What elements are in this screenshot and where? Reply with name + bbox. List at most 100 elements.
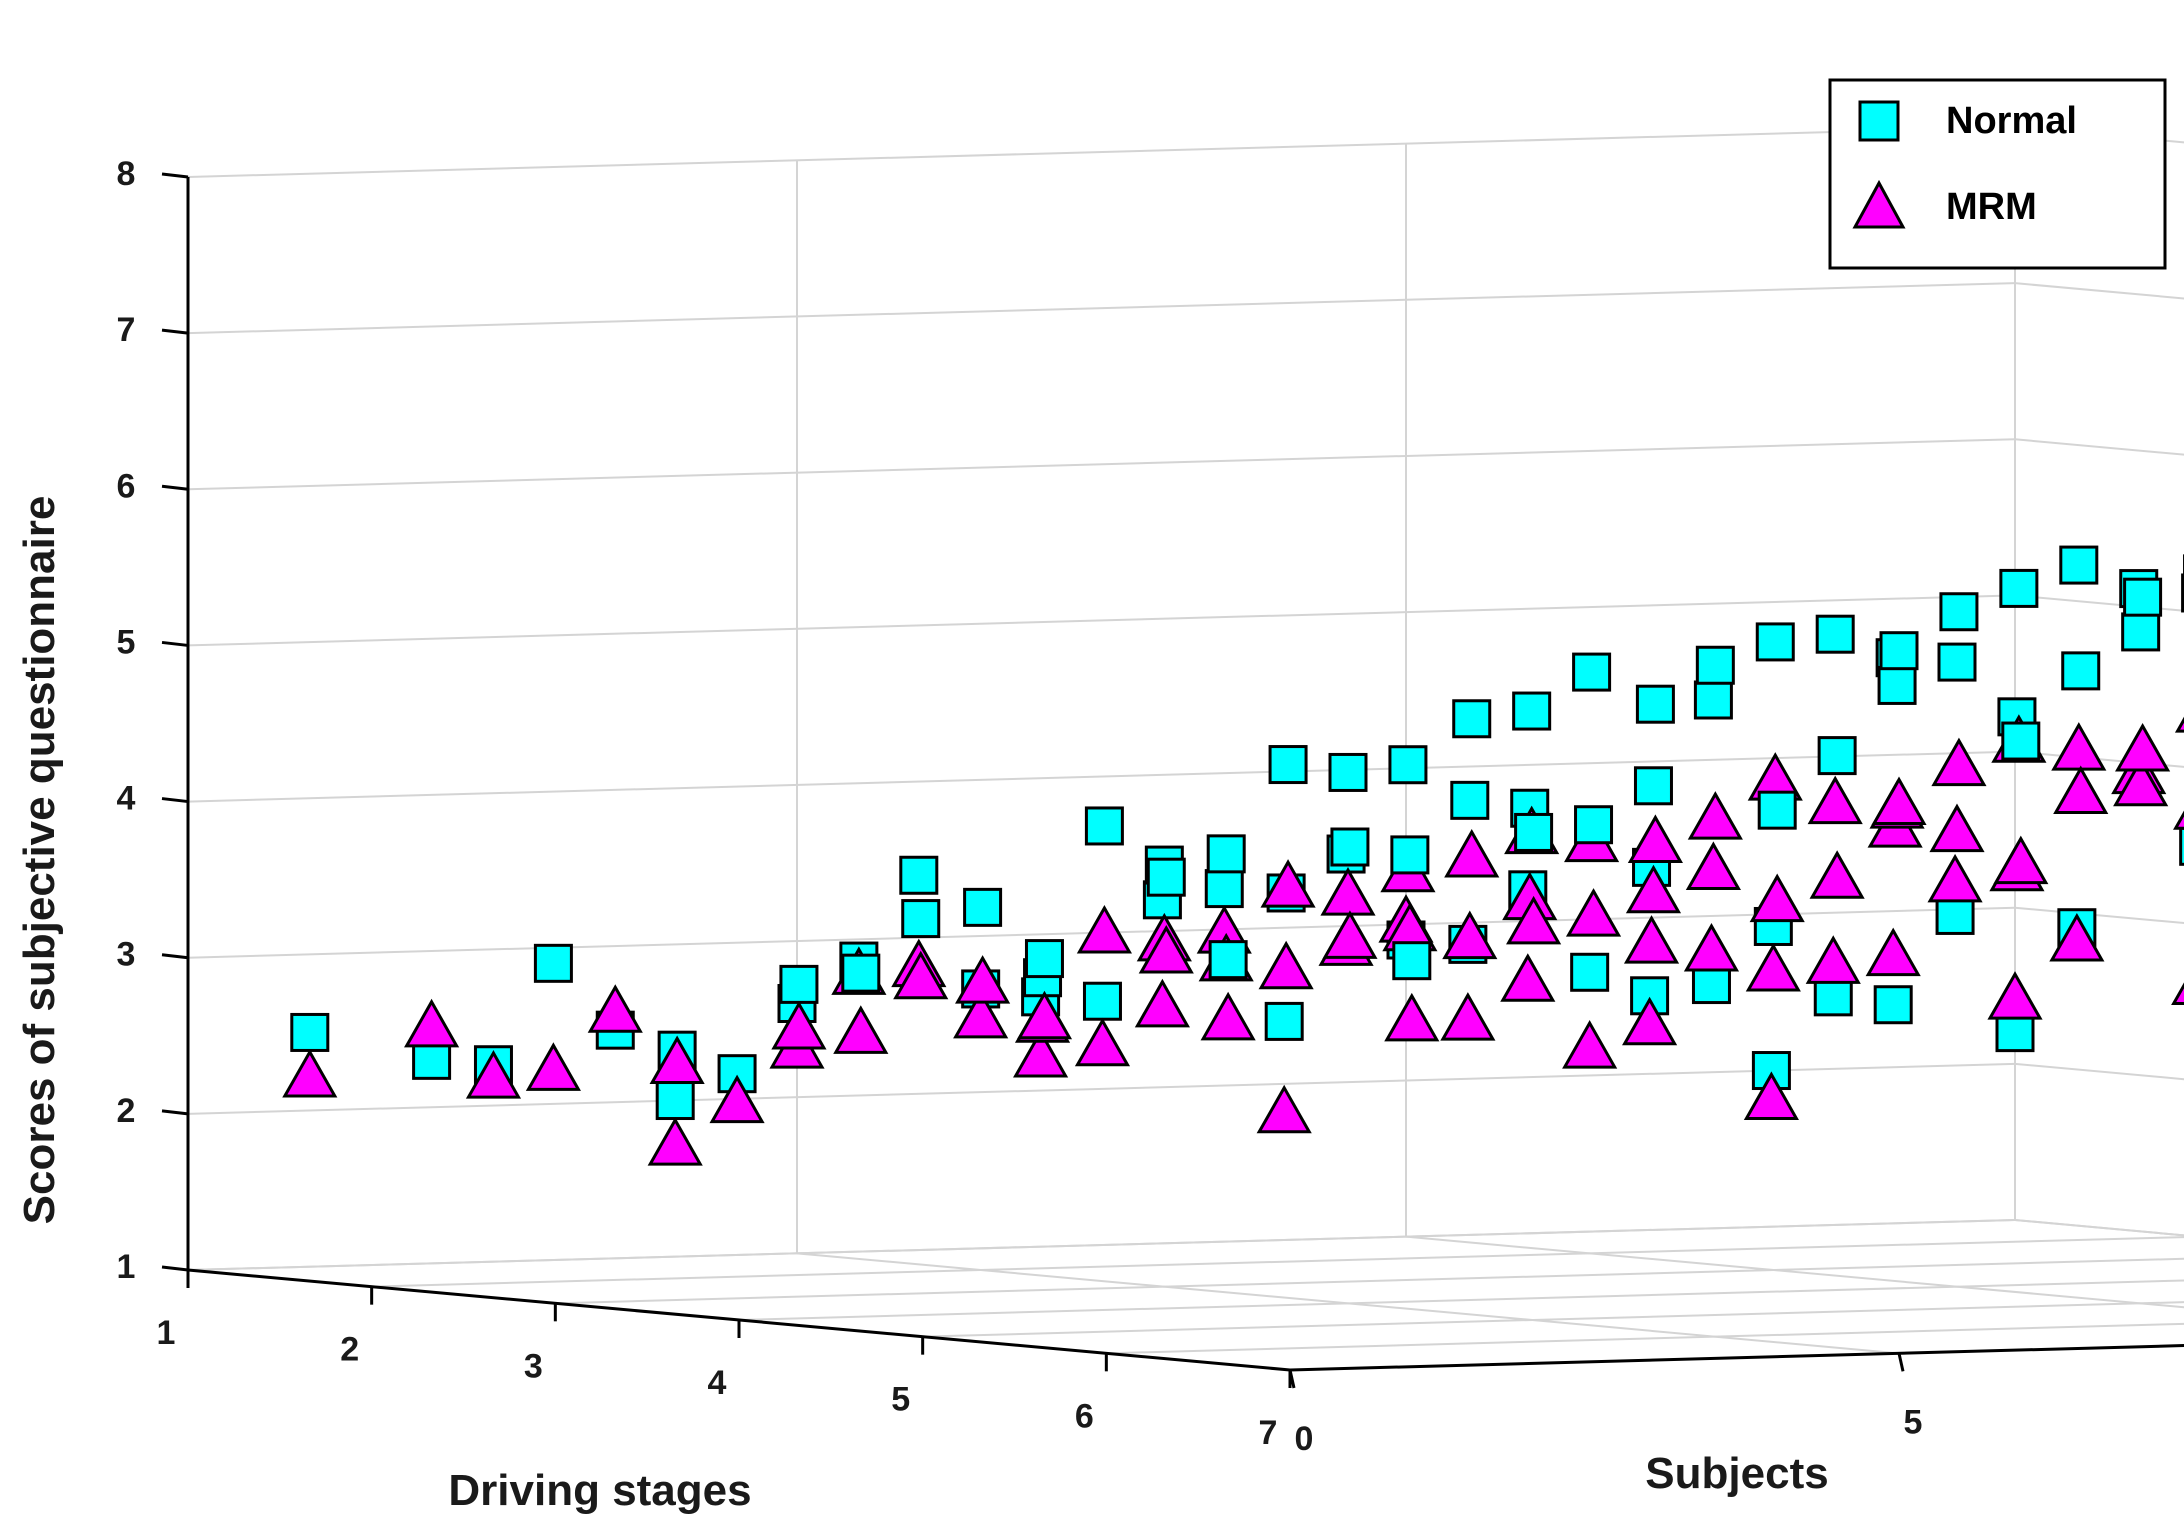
floor-grid-line (738, 1279, 2184, 1321)
mrm-point (2053, 765, 2109, 815)
mrm-point (1623, 915, 1680, 964)
z-tick-label: 1 (117, 1248, 136, 1286)
normal-point (1082, 981, 1122, 1021)
normal-point (533, 943, 573, 983)
mrm-point (1442, 910, 1498, 960)
wall-grid-line (2014, 282, 2184, 300)
normal-point (1452, 699, 1492, 739)
normal-point (901, 899, 941, 939)
normal-point (1755, 622, 1795, 662)
mrm-point (955, 955, 1011, 1004)
normal-point (2121, 612, 2161, 652)
mrm-point (647, 1117, 703, 1166)
normal-point (1695, 645, 1735, 685)
mrm-point (1256, 1084, 1312, 1134)
normal-point (1208, 940, 1248, 980)
z-tick-label: 2 (117, 1092, 136, 1130)
normal-point (290, 1012, 330, 1052)
wall-grid-line (187, 594, 2016, 647)
mrm-point (1322, 910, 1378, 959)
mrm-point (525, 1042, 581, 1091)
normal-point (1937, 642, 1977, 682)
x-tick-label: 1 (157, 1314, 176, 1352)
mrm-point (953, 989, 1009, 1039)
normal-point (1815, 614, 1855, 654)
mrm-point (1622, 996, 1678, 1046)
axes-layer (161, 172, 2184, 1389)
mrm-point (1683, 923, 1740, 972)
normal-point (1877, 665, 1917, 705)
normal-point (1879, 631, 1919, 671)
normal-point (1024, 939, 1064, 979)
mrm-point (1927, 853, 1983, 903)
mrm-point (1013, 1028, 1069, 1078)
mrm-point (1074, 1017, 1131, 1067)
normal-point (2123, 577, 2163, 617)
wall-grid-line (187, 438, 2016, 491)
x-tick-label: 3 (524, 1347, 543, 1385)
normal-point (1999, 568, 2039, 608)
z-tick (161, 953, 189, 960)
normal-point (1390, 835, 1430, 875)
y-tick (1288, 1369, 1296, 1389)
normal-point (1813, 977, 1853, 1017)
normal-point (2001, 721, 2041, 761)
z-tick (161, 640, 189, 647)
mrm-point (2113, 757, 2169, 807)
x-tick-label: 2 (340, 1331, 359, 1369)
x-tick-label: 5 (891, 1381, 910, 1419)
z-tick-label: 6 (117, 467, 136, 505)
floor-grid-line (555, 1257, 2184, 1305)
z-tick-label: 7 (117, 311, 136, 349)
mrm-point (1134, 978, 1190, 1028)
normal-point (1691, 965, 1731, 1005)
z-tick (161, 172, 189, 179)
x-axis-label: Driving stages (448, 1466, 751, 1515)
mrm-point (404, 998, 460, 1048)
mrm-point (893, 950, 949, 1000)
floor-grid-line (922, 1301, 2184, 1338)
mrm-point (1685, 841, 1741, 890)
normal-point (779, 964, 819, 1004)
mrm-point (1865, 927, 1921, 977)
normal-point (2179, 826, 2184, 866)
mrm-point (2173, 810, 2184, 830)
z-tick-label: 3 (117, 936, 136, 974)
legend-mrm-marker (1852, 179, 1906, 229)
legend-normal-label: Normal (1946, 100, 2077, 142)
normal-point (1817, 736, 1857, 776)
mrm-point (2174, 716, 2184, 733)
mrm-point (1500, 953, 1556, 1002)
y-axis-label: Subjects (1645, 1449, 1828, 1498)
mrm-point (1745, 943, 1801, 992)
normal-point (899, 855, 939, 895)
mrm-point (1200, 991, 1256, 1041)
normal-point (1146, 857, 1186, 897)
normal-point (655, 1081, 695, 1121)
wall-grid-line (2014, 1062, 2184, 1081)
normal-point (1995, 1013, 2035, 1053)
z-tick-label: 5 (117, 623, 136, 661)
mrm-point (465, 1050, 522, 1099)
grid-layer (187, 126, 2184, 1371)
mrm-point (1929, 803, 1985, 853)
mrm-point (1749, 873, 1805, 923)
mrm-point (1320, 867, 1376, 916)
floor-grid-line (371, 1236, 2184, 1288)
data-points (282, 545, 2184, 1166)
mrm-point (587, 984, 643, 1033)
y-tick-label: 0 (1295, 1420, 1314, 1458)
normal-point (1388, 745, 1428, 785)
mrm-point (1809, 850, 1865, 899)
normal-point (841, 953, 881, 993)
mrm-point (1506, 895, 1562, 945)
mrm-point (282, 1048, 338, 1098)
mrm-point (771, 1000, 827, 1050)
mrm-point (1440, 992, 1496, 1041)
y-tick-label: 5 (1904, 1403, 1923, 1441)
mrm-point (1258, 940, 1314, 990)
normal-point (1204, 869, 1244, 909)
normal-point (2061, 651, 2101, 691)
normal-point (1570, 952, 1610, 992)
mrm-point (1076, 904, 1132, 954)
